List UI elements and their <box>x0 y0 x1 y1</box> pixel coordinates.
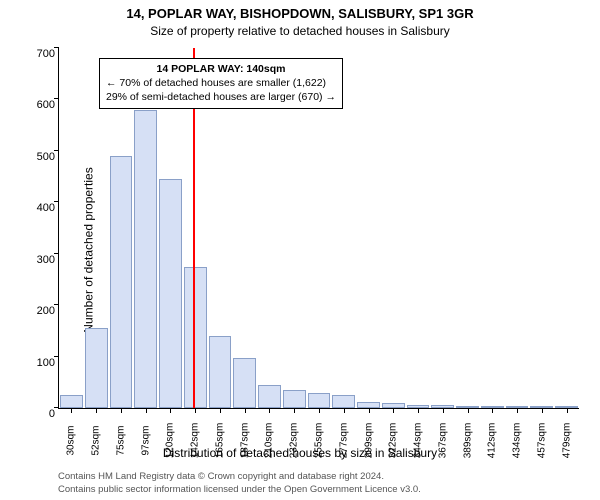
footer-line-1: Contains HM Land Registry data © Crown c… <box>58 471 421 483</box>
y-tick-label: 400 <box>25 202 55 214</box>
histogram-bar <box>184 267 207 408</box>
x-tick-mark <box>468 408 469 413</box>
x-tick-mark <box>443 408 444 413</box>
info-box-line-1: 14 POPLAR WAY: 140sqm <box>106 62 336 76</box>
x-tick-label: 187sqm <box>239 423 250 459</box>
histogram-bar <box>283 390 306 408</box>
x-tick-mark <box>146 408 147 413</box>
x-tick-label: 75sqm <box>115 425 126 455</box>
x-tick-mark <box>195 408 196 413</box>
x-tick-mark <box>344 408 345 413</box>
histogram-bar <box>233 358 256 408</box>
x-tick-mark <box>369 408 370 413</box>
y-tick-label: 0 <box>25 408 55 420</box>
x-tick-label: 412sqm <box>487 423 498 459</box>
y-tick-label: 500 <box>25 151 55 163</box>
histogram-bar <box>85 328 108 408</box>
y-tick-mark <box>54 201 59 202</box>
x-tick-label: 30sqm <box>66 425 77 455</box>
x-tick-label: 210sqm <box>264 423 275 459</box>
y-tick-mark <box>54 47 59 48</box>
histogram-bar <box>159 179 182 408</box>
y-tick-mark <box>54 304 59 305</box>
footer-attribution: Contains HM Land Registry data © Crown c… <box>58 471 421 496</box>
y-tick-label: 200 <box>25 305 55 317</box>
y-tick-label: 700 <box>25 48 55 60</box>
x-tick-label: 322sqm <box>388 423 399 459</box>
info-box-line-2: ← 70% of detached houses are smaller (1,… <box>106 76 336 90</box>
x-tick-label: 457sqm <box>536 423 547 459</box>
chart-title-main: 14, POPLAR WAY, BISHOPDOWN, SALISBURY, S… <box>0 6 600 21</box>
x-tick-label: 479sqm <box>561 423 572 459</box>
x-tick-label: 277sqm <box>338 423 349 459</box>
histogram-bar <box>332 395 355 408</box>
y-tick-label: 300 <box>25 254 55 266</box>
x-tick-label: 434sqm <box>512 423 523 459</box>
histogram-bar <box>60 395 83 408</box>
x-tick-label: 232sqm <box>289 423 300 459</box>
x-tick-label: 97sqm <box>140 425 151 455</box>
x-tick-label: 120sqm <box>165 423 176 459</box>
x-tick-label: 142sqm <box>190 423 201 459</box>
x-tick-label: 367sqm <box>437 423 448 459</box>
y-tick-label: 100 <box>25 357 55 369</box>
x-tick-mark <box>170 408 171 413</box>
x-tick-label: 344sqm <box>413 423 424 459</box>
y-tick-mark <box>54 150 59 151</box>
histogram-bar <box>110 156 133 408</box>
x-tick-mark <box>418 408 419 413</box>
x-tick-label: 165sqm <box>214 423 225 459</box>
x-tick-mark <box>96 408 97 413</box>
x-tick-mark <box>294 408 295 413</box>
x-tick-label: 389sqm <box>462 423 473 459</box>
x-tick-mark <box>71 408 72 413</box>
histogram-plot-area: 010020030040050060070030sqm52sqm75sqm97s… <box>58 48 579 409</box>
x-tick-label: 299sqm <box>363 423 374 459</box>
footer-line-2: Contains public sector information licen… <box>58 484 421 496</box>
x-tick-mark <box>245 408 246 413</box>
x-tick-mark <box>517 408 518 413</box>
x-tick-mark <box>393 408 394 413</box>
chart-title-sub: Size of property relative to detached ho… <box>0 24 600 38</box>
histogram-bar <box>209 336 232 408</box>
histogram-bar <box>258 385 281 408</box>
x-tick-mark <box>492 408 493 413</box>
y-tick-mark <box>54 253 59 254</box>
x-tick-label: 255sqm <box>314 423 325 459</box>
histogram-bar <box>308 393 331 408</box>
y-tick-mark <box>54 356 59 357</box>
x-tick-mark <box>542 408 543 413</box>
x-tick-mark <box>220 408 221 413</box>
y-tick-mark <box>54 98 59 99</box>
x-tick-label: 52sqm <box>91 425 102 455</box>
info-box: 14 POPLAR WAY: 140sqm← 70% of detached h… <box>99 58 343 109</box>
x-tick-mark <box>269 408 270 413</box>
y-tick-label: 600 <box>25 99 55 111</box>
x-tick-mark <box>319 408 320 413</box>
histogram-bar <box>134 110 157 408</box>
x-tick-mark <box>567 408 568 413</box>
x-tick-mark <box>121 408 122 413</box>
y-tick-mark <box>54 407 59 408</box>
info-box-line-3: 29% of semi-detached houses are larger (… <box>106 90 336 104</box>
